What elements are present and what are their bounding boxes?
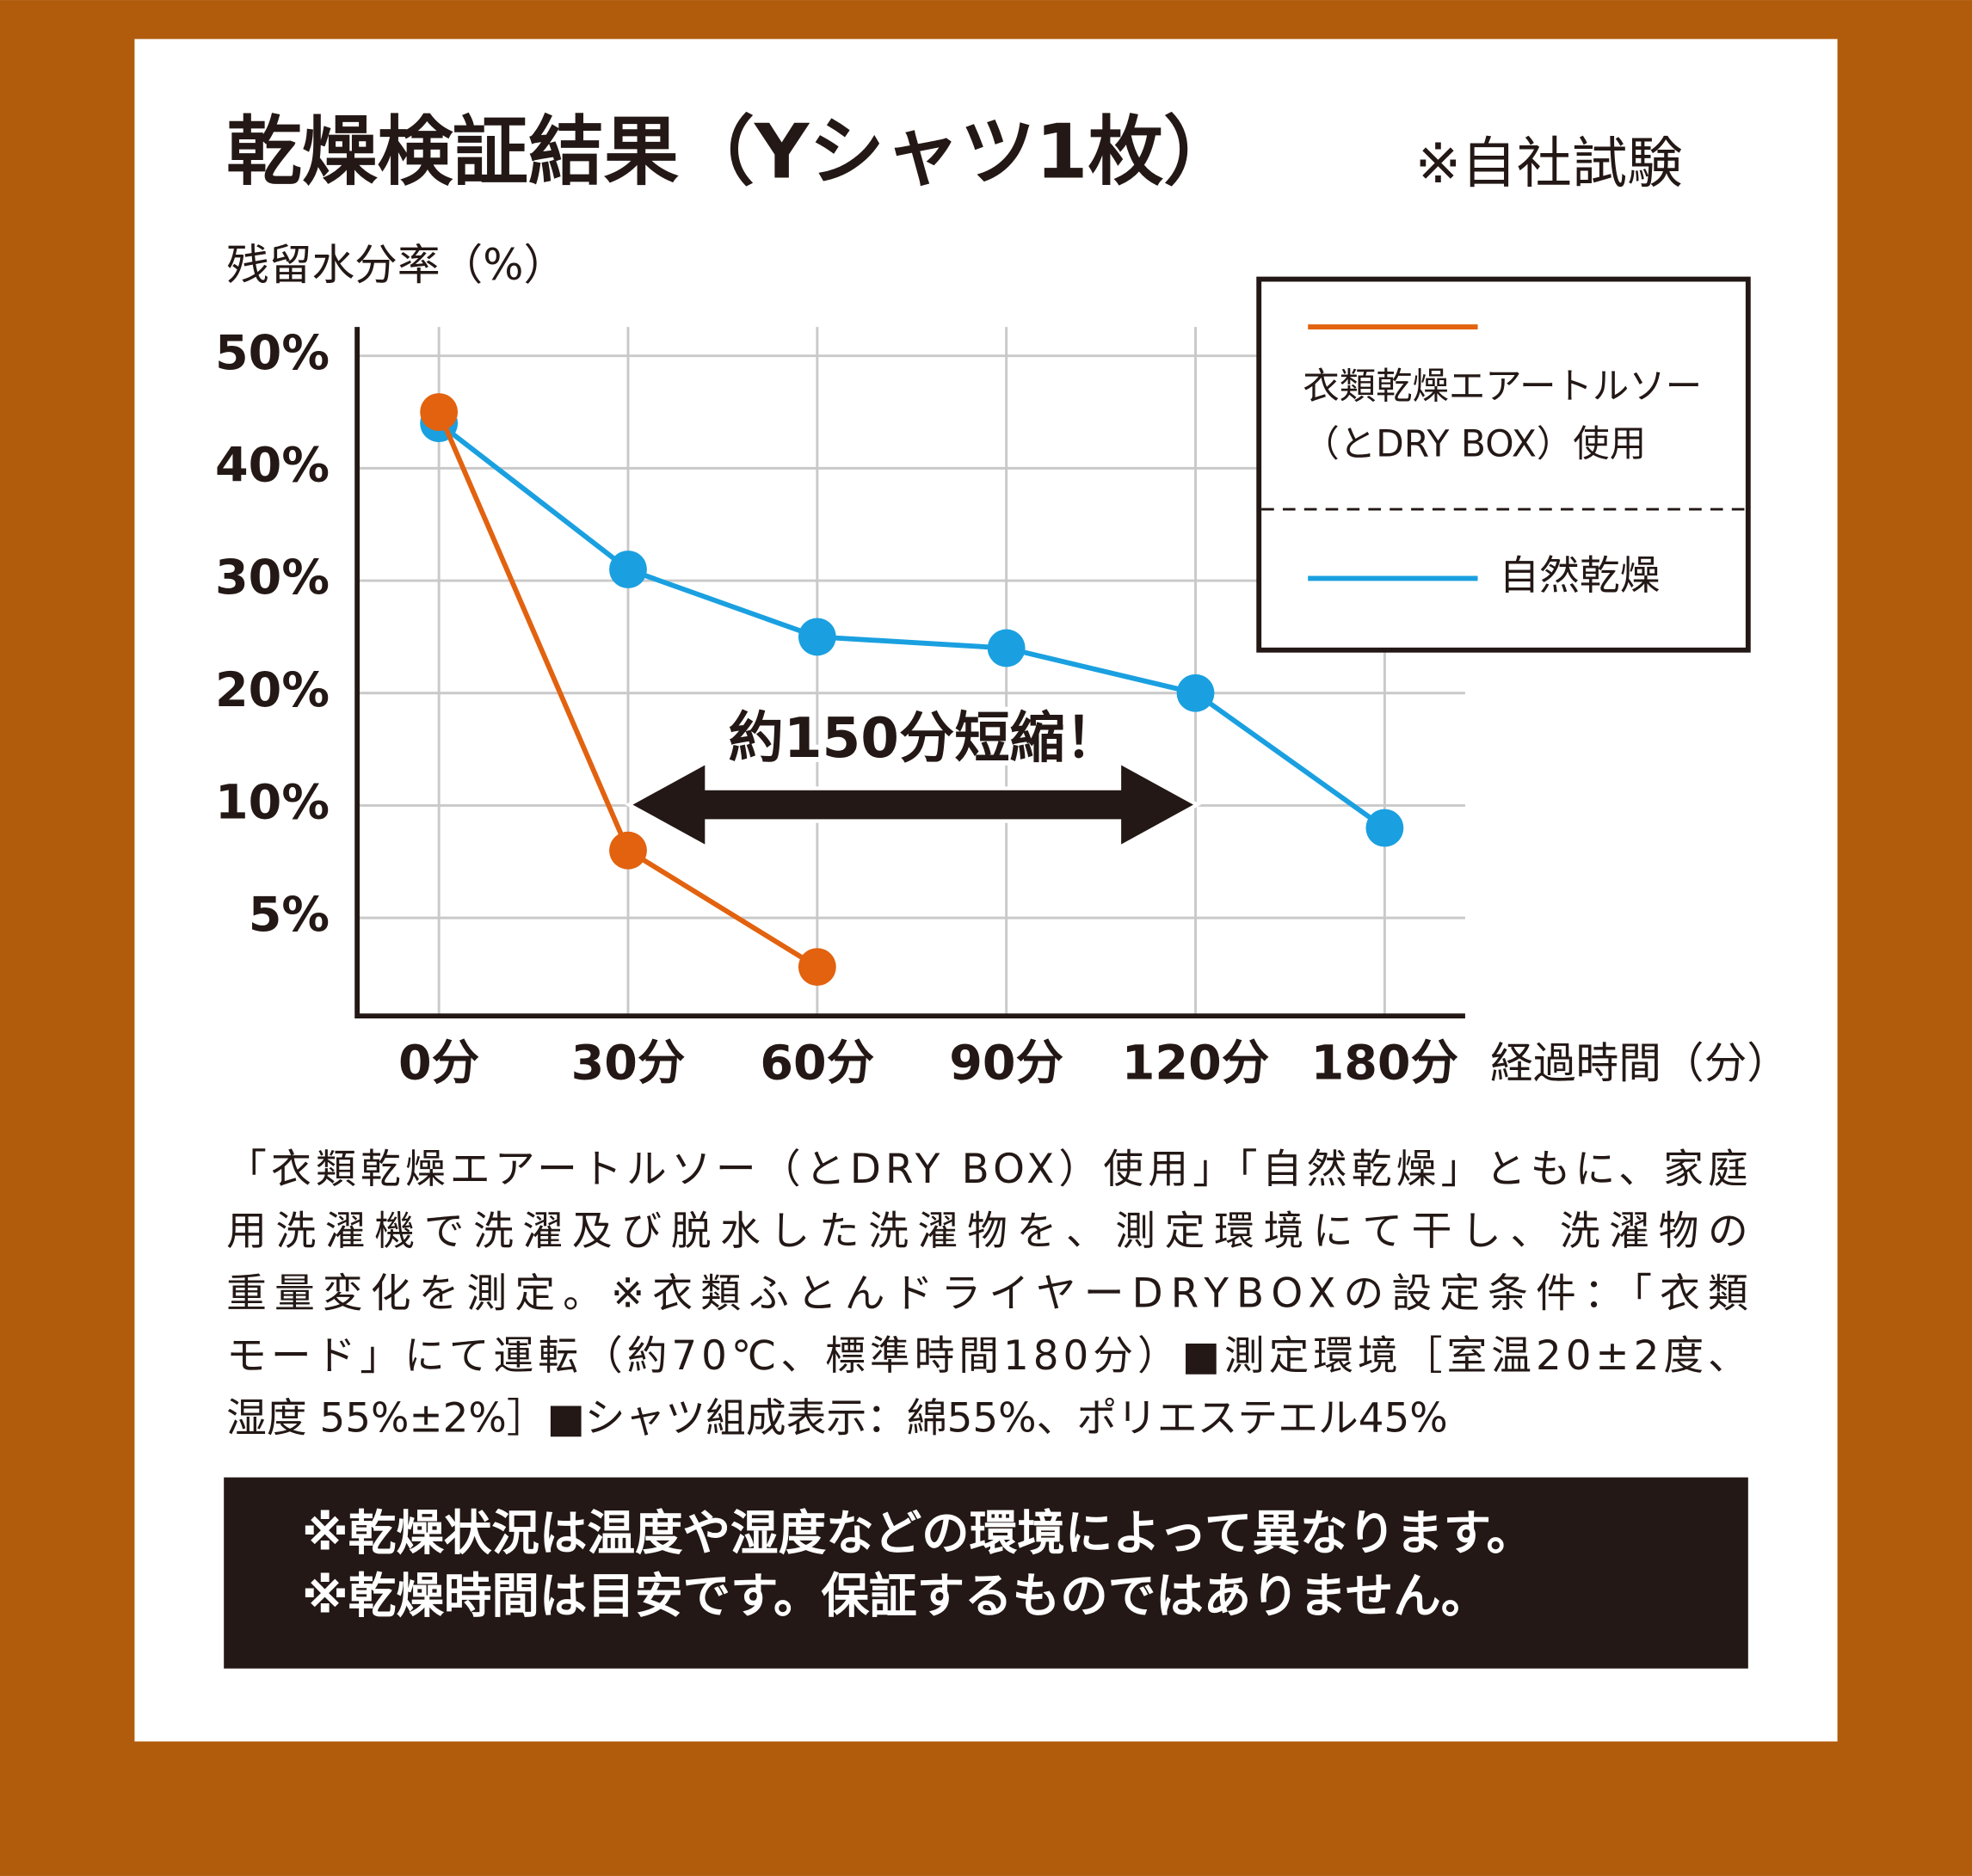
description-line: モード」にて運転（約70℃、標準時間180分）■測定環境［室温20±2度、: [226, 1333, 1748, 1380]
data-point: [1365, 809, 1404, 847]
data-point: [1176, 674, 1215, 712]
notice-line: ※乾燥状況は温度や湿度などの環境によって異なります。: [302, 1505, 1534, 1561]
x-tick-label: 60分: [760, 1036, 874, 1092]
legend-label: 自然乾燥: [1499, 553, 1660, 600]
data-point: [609, 831, 647, 870]
data-point: [798, 948, 836, 987]
series-line: [437, 421, 1387, 830]
data-point: [609, 550, 647, 588]
annotation-arrow: [625, 759, 1202, 851]
description-line: 用洗濯機で洗濯及び脱水した洗濯物を、測定環境にて干し、洗濯物の: [226, 1209, 1748, 1255]
notice-line: ※乾燥時間は目安です。保証するものではありません。: [302, 1569, 1489, 1625]
data-point: [987, 629, 1026, 667]
data-point: [420, 393, 459, 431]
chart-title: 乾燥検証結果（Yシャツ1枚）: [226, 108, 1239, 196]
y-tick-label: 5%: [249, 887, 330, 943]
y-tick-label: 10%: [215, 775, 330, 831]
x-tick-label: 90分: [949, 1036, 1063, 1092]
data-point: [798, 618, 836, 656]
legend: 衣類乾燥エアートルソー （とDRY BOX）使用 自然乾燥: [1256, 276, 1751, 653]
notice-box: [224, 1477, 1748, 1669]
x-tick-label: 180分: [1311, 1036, 1458, 1092]
axis: [354, 327, 1465, 1019]
x-tick-label: 120分: [1122, 1036, 1269, 1092]
y-tick-label: 20%: [215, 662, 330, 718]
legend-label-wrap: 衣類乾燥エアートルソー （とDRY BOX）使用: [1303, 364, 1703, 465]
y-tick-label: 30%: [215, 550, 330, 606]
legend-label: 衣類乾燥エアートルソー （とDRY BOX）使用: [1303, 364, 1703, 465]
y-axis-label: 残留水分率（%）: [226, 240, 566, 290]
legend-box: [1256, 276, 1751, 653]
x-axis-label: 経過時間（分）: [1490, 1038, 1790, 1088]
description-line: 湿度 55%±2%］■シャツ組成表示：綿55%、ポリエステエル45%: [226, 1395, 1448, 1442]
notice: ※乾燥状況は温度や湿度などの環境によって異なります。 ※乾燥時間は目安です。保証す…: [302, 1505, 1534, 1624]
x-tick-label: 0分: [398, 1036, 479, 1092]
subtitle: ※自社試験: [1414, 132, 1682, 196]
y-tick-label: 50%: [215, 325, 330, 381]
y-tick-label: 40%: [215, 438, 330, 494]
annotation: 約150分短縮！: [729, 706, 1121, 771]
double-arrow: [625, 759, 1202, 851]
x-tick-label: 30分: [571, 1036, 686, 1092]
description-line: 「衣類乾燥エアートルソー（とDRY BOX）使用」「自然乾燥」ともに、家庭: [226, 1147, 1748, 1193]
